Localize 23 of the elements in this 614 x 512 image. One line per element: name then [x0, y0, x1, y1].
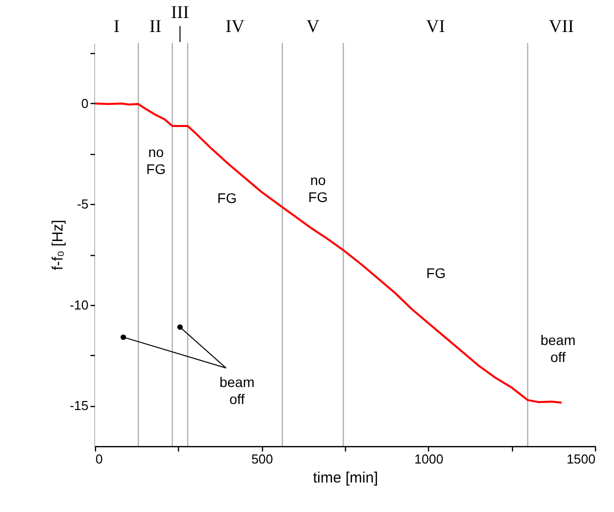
- annotation: beam off: [219, 374, 255, 407]
- y-tick-label: -10: [70, 297, 88, 312]
- y-tick-label: 0: [81, 96, 88, 111]
- band-label: I: [114, 16, 120, 36]
- y-tick-label: -5: [76, 196, 88, 212]
- x-axis-title: time [min]: [312, 470, 378, 486]
- y-axis-title: f-f₀ [Hz]: [50, 220, 67, 270]
- x-tick-label: 500: [251, 452, 274, 466]
- band-label: V: [306, 16, 320, 36]
- annotation: no FG: [308, 172, 328, 205]
- band-label: IV: [226, 16, 244, 36]
- band-label: VII: [548, 16, 574, 36]
- x-tick-label: 0: [96, 452, 103, 466]
- annotation: beam off: [540, 332, 576, 365]
- x-tick-label: 1500: [566, 452, 596, 466]
- x-tick-label: 1000: [414, 452, 444, 466]
- band-label: VI: [426, 16, 445, 36]
- annotation: FG: [426, 265, 446, 281]
- band-label: II: [149, 16, 162, 36]
- y-tick-label: -15: [70, 398, 88, 414]
- band-label: III: [171, 2, 189, 22]
- annotation: FG: [217, 190, 237, 206]
- annotation: no FG: [146, 144, 166, 177]
